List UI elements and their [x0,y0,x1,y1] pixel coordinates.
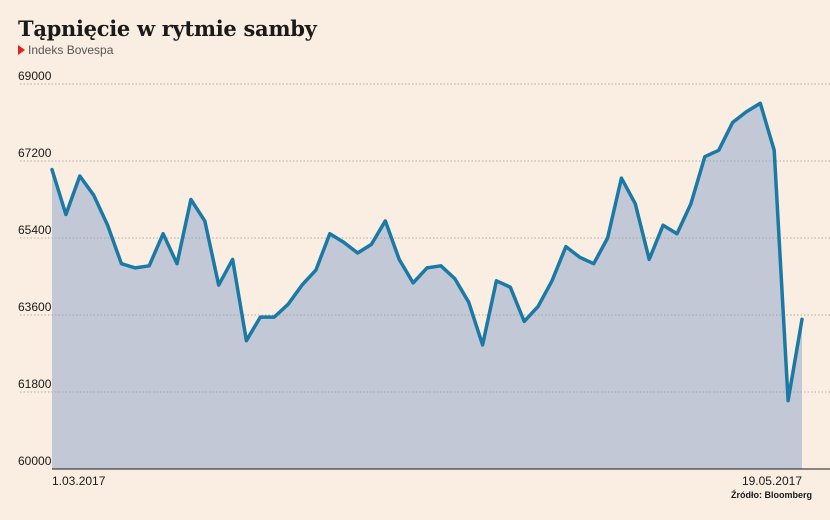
area-fill [52,103,802,470]
y-tick-label: 63600 [18,300,52,314]
x-end-label: 19.05.2017 [742,474,802,488]
chart-subtitle: Indeks Bovespa [18,43,113,57]
subtitle-text: Indeks Bovespa [28,43,114,57]
y-tick-label: 67200 [18,146,52,160]
source-note: Źródło: Bloomberg [731,490,812,500]
y-tick-label: 61800 [18,377,52,391]
y-tick-label: 69000 [18,69,52,83]
y-tick-label: 65400 [18,223,52,237]
y-tick-label: 60000 [18,454,52,468]
x-start-label: 1.03.2017 [52,474,106,488]
chart-title: Tąpnięcie w rytmie samby [18,16,317,41]
triangle-marker-icon [18,45,25,55]
